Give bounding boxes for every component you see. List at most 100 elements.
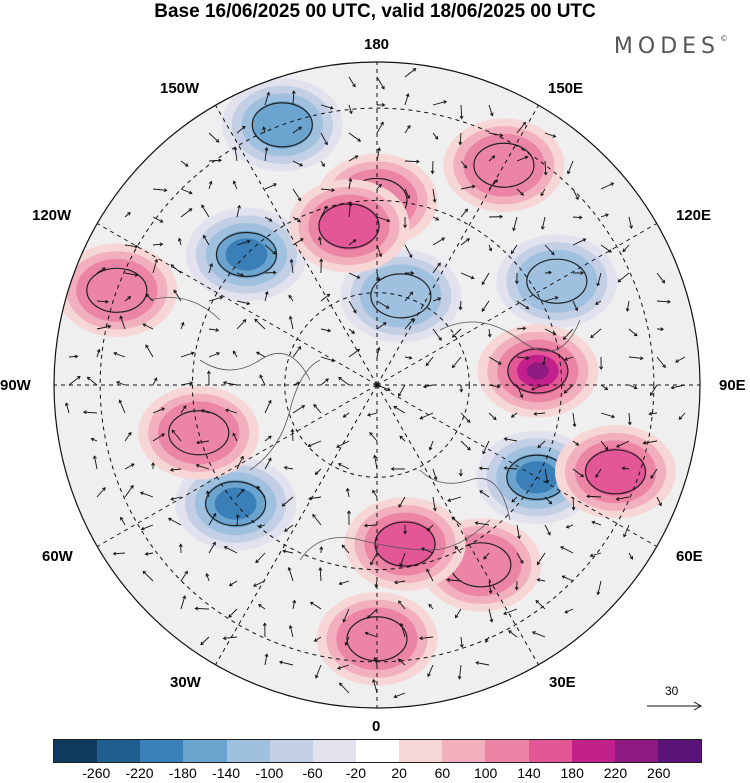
wind-vector-head xyxy=(590,334,594,339)
wind-vector-head xyxy=(127,211,131,216)
wind-vector-head xyxy=(319,258,324,263)
colorbar-tick-label: 100 xyxy=(473,765,498,781)
wind-vector-head xyxy=(308,496,312,501)
wind-vector xyxy=(400,623,406,638)
colorbar-tick-label: 20 xyxy=(391,765,407,781)
wind-vector-head xyxy=(376,346,381,351)
wind-vector xyxy=(622,244,630,252)
wind-vector-head xyxy=(134,244,139,249)
wind-vector-head xyxy=(357,138,362,142)
colorbar-swatch xyxy=(485,740,529,762)
wind-vector-head xyxy=(163,188,168,193)
wind-vector-head xyxy=(385,305,390,309)
wind-vector xyxy=(152,377,158,386)
wind-vector xyxy=(124,244,138,248)
wind-vector xyxy=(319,567,322,582)
wind-vector-head xyxy=(281,502,286,507)
height-contour xyxy=(374,521,436,567)
wind-vector xyxy=(289,625,294,638)
wind-vector-head xyxy=(356,275,361,279)
wind-vector xyxy=(516,188,524,196)
wind-vector-head xyxy=(331,188,336,192)
wind-vector xyxy=(475,522,490,526)
wind-vector xyxy=(116,381,126,386)
wind-vector xyxy=(236,456,244,470)
wind-vector-head xyxy=(347,510,351,514)
wind-vector-head xyxy=(382,322,387,326)
wind-vector-head xyxy=(112,551,117,556)
wind-vector-head xyxy=(120,516,124,521)
positive-anomaly-contour xyxy=(526,362,549,380)
wind-vector xyxy=(171,429,182,442)
wind-vector xyxy=(369,432,378,442)
wind-vector-head xyxy=(550,251,555,256)
height-contour xyxy=(251,102,313,148)
wind-vector-head xyxy=(366,412,371,417)
wind-vector-head xyxy=(525,356,530,360)
wind-vector xyxy=(145,294,154,302)
wind-vector-head xyxy=(327,328,332,333)
wind-vector-head xyxy=(240,455,244,460)
wind-vector-head xyxy=(206,370,211,375)
wind-vector xyxy=(170,468,182,471)
wind-vector xyxy=(315,468,322,475)
height-contour xyxy=(473,142,535,188)
wind-vector-head xyxy=(496,384,501,389)
wind-vector-head xyxy=(208,180,213,185)
wind-vector-head xyxy=(222,636,227,641)
wind-vector-head xyxy=(372,678,376,683)
wind-vector xyxy=(339,580,350,585)
wind-vector xyxy=(567,160,574,174)
wind-vector xyxy=(264,92,270,106)
wind-vector xyxy=(537,579,546,582)
wind-vector xyxy=(113,352,126,358)
wind-vector xyxy=(564,356,574,361)
wind-vector xyxy=(170,496,182,500)
meridian-line xyxy=(97,384,378,547)
wind-vector xyxy=(560,546,574,554)
wind-vector-head xyxy=(171,429,176,434)
wind-vector xyxy=(264,271,276,274)
wind-vector-head xyxy=(616,444,620,448)
wind-vector xyxy=(206,491,210,498)
wind-vector-head xyxy=(139,491,144,496)
wind-vector xyxy=(488,580,492,594)
wind-vector xyxy=(376,322,387,330)
wind-vector-head xyxy=(522,326,527,331)
wind-vector-head xyxy=(428,446,433,451)
wind-vector xyxy=(404,291,413,302)
wind-vector xyxy=(315,664,322,678)
wind-vector-head xyxy=(189,381,194,386)
wind-vector-head xyxy=(648,411,653,416)
wind-vector xyxy=(516,356,529,359)
wind-vector-head xyxy=(503,466,508,471)
wind-vector xyxy=(432,237,445,246)
wind-vector xyxy=(485,636,490,643)
wind-vector xyxy=(375,580,378,588)
wind-vector xyxy=(427,664,434,677)
wind-vector xyxy=(341,544,350,554)
meridian-line xyxy=(215,105,378,386)
wind-vector-head xyxy=(470,275,475,280)
wind-vector xyxy=(394,580,406,584)
wind-vector xyxy=(404,318,414,330)
wind-vector-head xyxy=(287,566,292,571)
wind-vector xyxy=(312,514,322,526)
wind-vector xyxy=(203,235,210,246)
wind-vector xyxy=(600,384,608,390)
wind-vector-head xyxy=(398,600,402,605)
wind-vector xyxy=(536,552,546,565)
wind-vector-head xyxy=(314,471,319,475)
wind-vector xyxy=(264,653,268,666)
wind-vector xyxy=(572,496,575,510)
lon-label-120e: 120E xyxy=(676,207,712,224)
wind-vector xyxy=(180,571,188,582)
wind-vector xyxy=(572,216,582,219)
wind-vector xyxy=(145,344,154,358)
wind-vector xyxy=(168,517,182,526)
wind-vector xyxy=(319,237,322,246)
wind-vector xyxy=(140,492,154,498)
wind-vector-head xyxy=(140,526,145,531)
wind-vector-head xyxy=(575,442,580,446)
